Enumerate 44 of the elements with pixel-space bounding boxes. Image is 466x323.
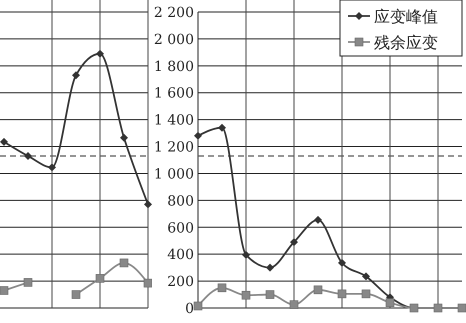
point: [144, 200, 152, 208]
y-tick-label: 0: [185, 301, 194, 317]
point: [362, 290, 370, 298]
point: [242, 290, 250, 300]
y-tick-label: 800: [167, 193, 194, 210]
point: [386, 298, 394, 307]
point: [218, 284, 226, 292]
point: [362, 272, 370, 280]
point: [194, 132, 202, 140]
point: [24, 278, 32, 287]
legend-label: 应变峰值: [374, 7, 438, 26]
y-tick-label: 1 800: [154, 58, 194, 75]
y-tick-label: 1 400: [154, 112, 194, 129]
point: [96, 50, 104, 58]
y-tick-label: 1 000: [154, 166, 194, 182]
y-tick-label: 1 200: [154, 140, 194, 156]
y-tick-label: 2 000: [154, 32, 194, 48]
point: [48, 163, 56, 172]
legend-label: 残余应变: [374, 33, 438, 52]
y-tick-label: 400: [167, 247, 194, 264]
point: [290, 300, 298, 309]
point: [0, 138, 8, 146]
point: [314, 216, 322, 224]
y-tick-label: 1 600: [154, 86, 194, 102]
point: [314, 286, 322, 294]
point: [120, 134, 128, 142]
point: [290, 238, 298, 246]
point: [24, 152, 32, 160]
point: [96, 274, 104, 283]
point: [194, 302, 202, 310]
point: [72, 290, 80, 299]
point: [338, 290, 346, 298]
point: [144, 278, 152, 288]
y-tick-label: 2 200: [154, 5, 194, 21]
point: [242, 250, 250, 259]
point: [72, 71, 80, 80]
point: [120, 258, 128, 268]
point: [266, 290, 274, 299]
point: [338, 258, 346, 267]
point: [0, 286, 8, 295]
y-tick-label: 200: [167, 274, 194, 290]
point: [266, 264, 274, 272]
point: [218, 124, 226, 132]
y-tick-label: 600: [167, 220, 194, 236]
